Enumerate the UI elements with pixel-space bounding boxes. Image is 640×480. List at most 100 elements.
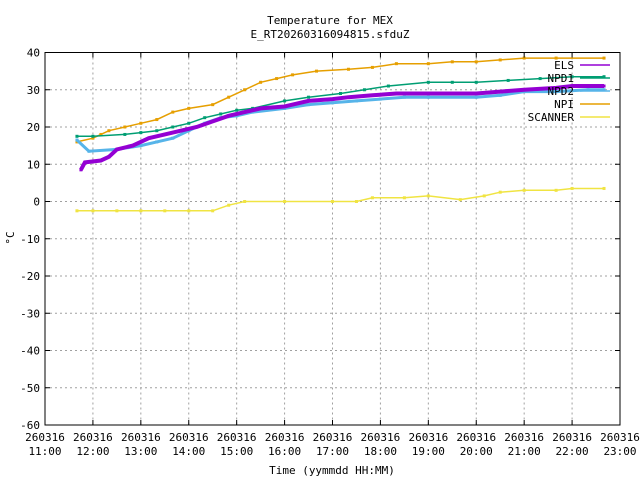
data-point-els — [163, 132, 167, 136]
data-point-npi — [243, 88, 247, 92]
data-point-npd2 — [331, 101, 334, 105]
x-tick-label-date: 260316 — [217, 431, 257, 444]
data-point-els — [227, 114, 231, 118]
data-point-npi — [171, 110, 175, 114]
data-point-npd2 — [75, 138, 79, 142]
legend-label-els: ELS — [554, 59, 574, 72]
data-point-npd2 — [426, 95, 430, 99]
data-point-npi — [291, 73, 295, 77]
data-point-scanner — [211, 209, 215, 213]
data-point-els — [131, 144, 135, 148]
data-point-scanner — [402, 196, 406, 200]
data-point-scanner — [554, 188, 558, 192]
y-tick-label: 20 — [27, 121, 40, 134]
data-point-scanner — [283, 200, 287, 203]
x-tick-label-time: 20:00 — [460, 445, 493, 458]
data-point-els — [474, 91, 478, 95]
data-point-els — [331, 97, 334, 101]
data-point-npd1 — [155, 129, 159, 133]
y-tick-label: -50 — [20, 382, 40, 395]
data-point-els — [522, 88, 526, 92]
data-point-scanner — [370, 196, 374, 200]
data-point-npi — [602, 56, 606, 60]
data-point-scanner — [482, 194, 486, 198]
axes: -60-50-40-30-20-1001020304026031611:0026… — [20, 47, 640, 459]
data-point-npd1 — [75, 134, 79, 138]
data-point-scanner — [227, 203, 231, 207]
data-point-scanner — [426, 194, 430, 198]
data-point-els — [602, 84, 606, 88]
data-point-scanner — [139, 209, 143, 213]
data-point-npd1 — [307, 95, 311, 99]
data-point-scanner — [602, 186, 606, 190]
data-point-scanner — [163, 209, 167, 213]
data-point-npi — [107, 129, 111, 133]
data-point-els — [291, 103, 295, 107]
data-point-npi — [346, 67, 350, 71]
data-point-npd1 — [203, 116, 207, 120]
data-point-npi — [155, 118, 159, 122]
data-point-els — [370, 93, 374, 97]
y-tick-label: 40 — [27, 47, 40, 60]
chart-title: Temperature for MEX — [267, 14, 393, 27]
data-point-npd2 — [474, 95, 478, 99]
data-point-npd2 — [554, 90, 558, 94]
data-point-npi — [227, 95, 231, 99]
x-tick-label-time: 13:00 — [124, 445, 157, 458]
data-point-els — [147, 136, 151, 140]
series-line-scanner — [76, 187, 604, 212]
y-tick-label: -30 — [20, 307, 40, 320]
series-line-npi — [76, 57, 604, 143]
data-point-npd1 — [506, 78, 510, 82]
x-tick-label-date: 260316 — [121, 431, 161, 444]
data-point-npi — [426, 62, 430, 66]
data-point-npd2 — [171, 136, 175, 140]
data-point-npi — [450, 60, 454, 64]
data-point-npd2 — [307, 103, 311, 107]
data-point-els — [99, 159, 103, 163]
data-point-npi — [139, 121, 143, 125]
data-point-npd1 — [123, 132, 127, 136]
data-point-npi — [554, 56, 558, 60]
series-line-npd2 — [75, 88, 604, 153]
x-axis-label: Time (yymmdd HH:MM) — [269, 464, 395, 477]
data-point-npd2 — [602, 88, 606, 92]
data-point-npd1 — [602, 75, 606, 79]
data-point-npd1 — [139, 131, 143, 135]
x-tick-label-date: 260316 — [265, 431, 305, 444]
data-point-els — [498, 90, 502, 94]
y-tick-label: 30 — [27, 84, 40, 97]
data-point-scanner — [75, 209, 79, 213]
data-point-scanner — [498, 190, 502, 194]
data-point-scanner — [115, 209, 119, 213]
data-point-npd1 — [187, 121, 191, 125]
data-point-npd1 — [386, 84, 390, 88]
data-point-scanner — [458, 198, 462, 202]
data-point-scanner — [331, 200, 334, 203]
data-point-npi — [211, 103, 215, 107]
data-point-scanner — [91, 209, 95, 213]
series-line-els — [79, 84, 604, 171]
data-point-npi — [370, 65, 374, 69]
data-point-npi — [474, 60, 478, 64]
x-tick-label-time: 19:00 — [412, 445, 445, 458]
data-point-npd2 — [87, 149, 91, 153]
data-point-scanner — [522, 188, 526, 192]
data-point-npd1 — [426, 80, 430, 84]
data-point-npd1 — [474, 80, 478, 84]
y-tick-label: -40 — [20, 345, 40, 358]
data-point-npd2 — [402, 95, 406, 99]
x-tick-label-date: 260316 — [408, 431, 448, 444]
x-tick-label-date: 260316 — [504, 431, 544, 444]
data-point-npi — [275, 77, 279, 81]
data-point-scanner — [187, 209, 191, 213]
data-point-scanner — [243, 200, 247, 203]
x-tick-label-time: 22:00 — [556, 445, 589, 458]
data-point-npi — [522, 56, 526, 60]
data-point-npd1 — [538, 77, 542, 81]
data-point-npd1 — [171, 125, 175, 129]
data-point-els — [179, 129, 183, 133]
data-point-npi — [259, 80, 263, 84]
x-tick-label-date: 260316 — [361, 431, 401, 444]
